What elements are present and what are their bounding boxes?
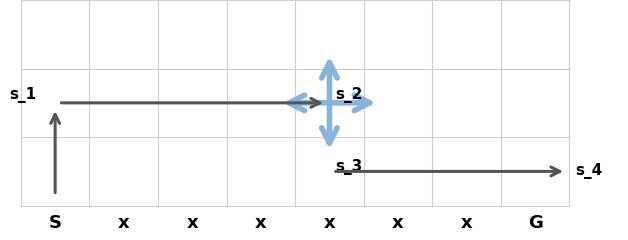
Text: x: x [118,214,129,232]
Text: x: x [461,214,472,232]
Text: x: x [187,214,198,232]
Text: s_4: s_4 [575,163,602,180]
Text: s_2: s_2 [335,87,362,103]
Text: x: x [255,214,267,232]
Text: x: x [323,214,335,232]
Text: S: S [48,214,62,232]
Text: s_1: s_1 [9,87,36,103]
Text: s_3: s_3 [335,159,362,175]
Text: x: x [392,214,404,232]
Text: G: G [528,214,543,232]
